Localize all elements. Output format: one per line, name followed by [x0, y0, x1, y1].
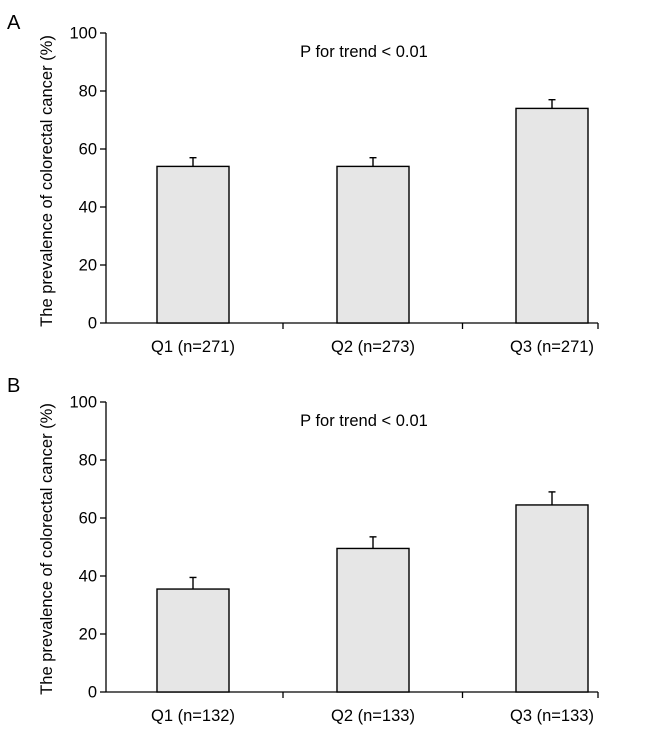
y-tick-label: 60	[79, 141, 97, 159]
y-tick-label: 40	[79, 199, 97, 217]
y-tick-label: 20	[79, 626, 97, 644]
bar	[156, 165, 230, 324]
y-tick-label: 0	[88, 315, 97, 333]
x-tick-label: Q1 (n=271)	[151, 338, 235, 356]
y-tick-label: 0	[88, 684, 97, 702]
panel-a: A The prevalence of colorectal cancer (%…	[7, 12, 599, 356]
x-axis: Q1 (n=132) Q2 (n=133) Q3 (n=133)	[106, 691, 599, 725]
panel-b: B The prevalence of colorectal cancer (%…	[7, 375, 599, 725]
bar	[515, 504, 589, 693]
trend-annotation: P for trend < 0.01	[300, 43, 428, 61]
x-tick-label: Q3 (n=271)	[510, 338, 594, 356]
bar	[336, 547, 410, 693]
trend-annotation: P for trend < 0.01	[300, 412, 428, 430]
y-tick-label: 100	[69, 394, 97, 412]
y-tick-label: 60	[79, 510, 97, 528]
y-tick-label: 80	[79, 452, 97, 470]
x-tick-label: Q3 (n=133)	[510, 707, 594, 725]
y-axis-title: The prevalence of colorectal cancer (%)	[38, 35, 56, 327]
x-tick-label: Q2 (n=133)	[331, 707, 415, 725]
y-tick-label: 20	[79, 257, 97, 275]
x-axis: Q1 (n=271) Q2 (n=273) Q3 (n=271)	[106, 322, 599, 356]
y-tick-label: 80	[79, 83, 97, 101]
bar	[156, 588, 230, 693]
x-tick-label: Q1 (n=132)	[151, 707, 235, 725]
y-axis: 0 20 40 60 80 100	[69, 394, 107, 702]
y-tick-label: 100	[69, 25, 97, 43]
x-tick-label: Q2 (n=273)	[331, 338, 415, 356]
y-axis: 0 20 40 60 80 100	[69, 25, 107, 333]
y-axis-title: The prevalence of colorectal cancer (%)	[38, 403, 56, 695]
bar-series	[156, 98, 589, 324]
bar-series	[156, 491, 589, 693]
y-tick-label: 40	[79, 568, 97, 586]
bar	[515, 107, 589, 324]
panel-label: A	[7, 12, 21, 34]
panel-label: B	[7, 375, 20, 397]
bar	[336, 165, 410, 324]
